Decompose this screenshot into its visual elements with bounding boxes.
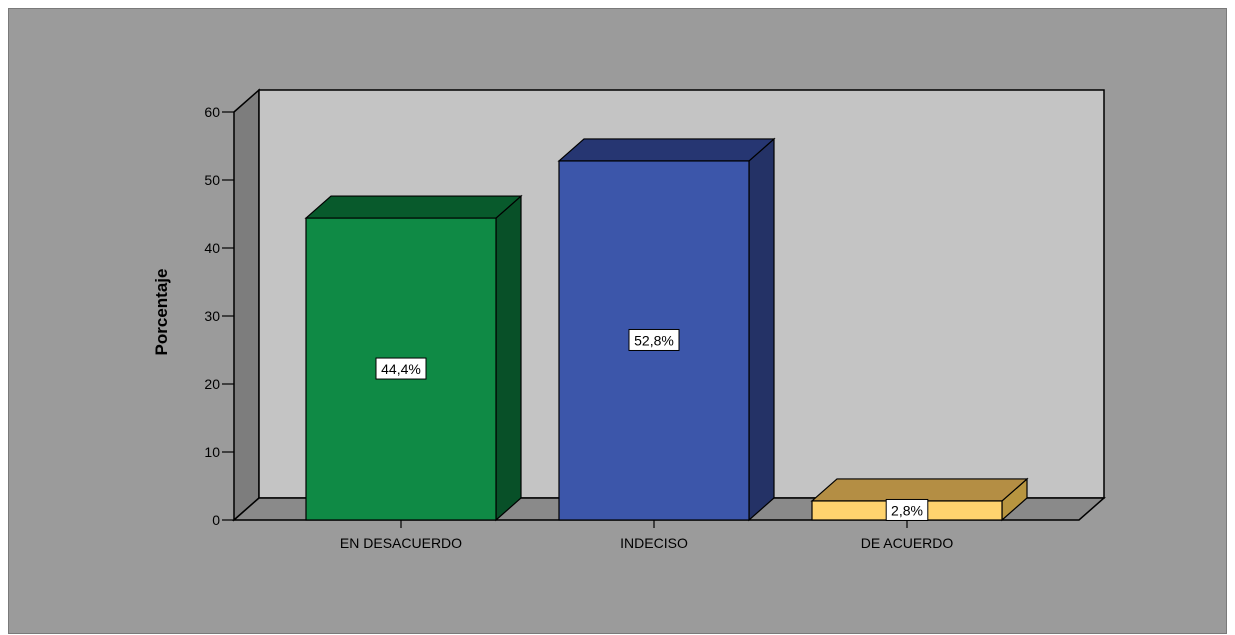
bar: 52,8% bbox=[557, 137, 776, 522]
bar-top bbox=[810, 478, 1029, 502]
category-label: DE ACUERDO bbox=[861, 535, 954, 551]
chart-frame: 0 10 20 30 40 50 60 44,4% 52,8% 2,8% EN DESACUER… bbox=[8, 8, 1227, 634]
bars: 44,4% 52,8% 2,8% bbox=[304, 137, 1029, 522]
bar-side bbox=[748, 137, 775, 522]
bar-side bbox=[495, 194, 522, 522]
x-axis-labels: EN DESACUERDO INDECISO DE ACUERDO bbox=[340, 520, 953, 551]
bar-chart: 0 10 20 30 40 50 60 44,4% 52,8% 2,8% EN DESACUER… bbox=[152, 88, 1106, 551]
y-tick-label: 30 bbox=[204, 308, 220, 324]
category-label: INDECISO bbox=[620, 535, 688, 551]
category-label: EN DESACUERDO bbox=[340, 535, 462, 551]
y-tick-label: 20 bbox=[204, 376, 220, 392]
y-tick-label: 40 bbox=[204, 240, 220, 256]
bar: 2,8% bbox=[810, 477, 1029, 522]
y-axis: 0 10 20 30 40 50 60 bbox=[204, 104, 234, 528]
bar: 44,4% bbox=[304, 194, 523, 522]
data-label-box bbox=[628, 328, 680, 351]
y-tick-label: 10 bbox=[204, 444, 220, 460]
data-label: 2,8% bbox=[891, 502, 923, 518]
bar-top bbox=[557, 138, 776, 162]
bar-top bbox=[304, 195, 523, 219]
y-tick-label: 50 bbox=[204, 172, 220, 188]
data-label: 44,4% bbox=[381, 361, 421, 377]
side-wall bbox=[233, 88, 260, 522]
data-label: 52,8% bbox=[634, 332, 674, 348]
data-label-box bbox=[375, 357, 427, 380]
y-axis-label: Porcentaje bbox=[152, 269, 171, 356]
y-tick-label: 60 bbox=[204, 104, 220, 120]
y-tick-label: 0 bbox=[212, 512, 220, 528]
